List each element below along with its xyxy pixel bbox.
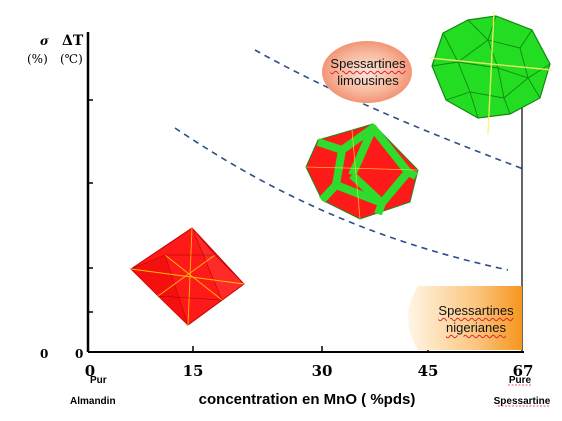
- svg-text:Pur: Pur: [90, 375, 107, 386]
- endpoint-label-left: Pur Almandin: [70, 375, 116, 407]
- x-tick-label-30: 30: [312, 362, 333, 380]
- nigerianes-region-badge: [408, 286, 522, 350]
- y-origin-label-right: 0: [75, 347, 83, 361]
- nigerianes-label: Spessartines nigerianes: [438, 303, 514, 335]
- sigma-symbol: σ: [40, 34, 49, 48]
- crystal-almandin: [130, 227, 245, 326]
- delta-t-symbol: ΔT: [62, 33, 84, 49]
- x-tick-label-45: 45: [418, 362, 439, 380]
- x-tick-label-67: 67: [513, 362, 534, 380]
- x-tick-label-15: 15: [183, 362, 204, 380]
- y-axis-header: σ ΔT (%) (℃) 0 0: [27, 33, 84, 361]
- axes: [86, 32, 524, 353]
- svg-text:Pure: Pure: [509, 375, 532, 386]
- crystal-mixed: [305, 123, 419, 220]
- delta-t-unit: (℃): [60, 52, 83, 66]
- y-origin-label-left: 0: [40, 347, 48, 361]
- x-axis-title: concentration en MnO ( %pds): [199, 391, 416, 408]
- sigma-unit: (%): [27, 52, 48, 66]
- upper-dashed-curve: [254, 49, 527, 171]
- crystal-spessartine: [429, 11, 553, 135]
- y-axis-ticks: [88, 99, 93, 313]
- limousines-region-badge: [322, 41, 412, 103]
- x-tick-label-0: 0: [85, 362, 95, 380]
- svg-text:Almandin: Almandin: [70, 396, 116, 407]
- endpoint-label-right: Pure Spessartine: [494, 375, 551, 407]
- x-tick-labels: 0 15 30 45 67: [85, 362, 534, 380]
- svg-text:Spessartine: Spessartine: [494, 396, 551, 407]
- dashed-curves: [174, 49, 527, 271]
- limousines-label: Spessartines limousines: [330, 56, 406, 88]
